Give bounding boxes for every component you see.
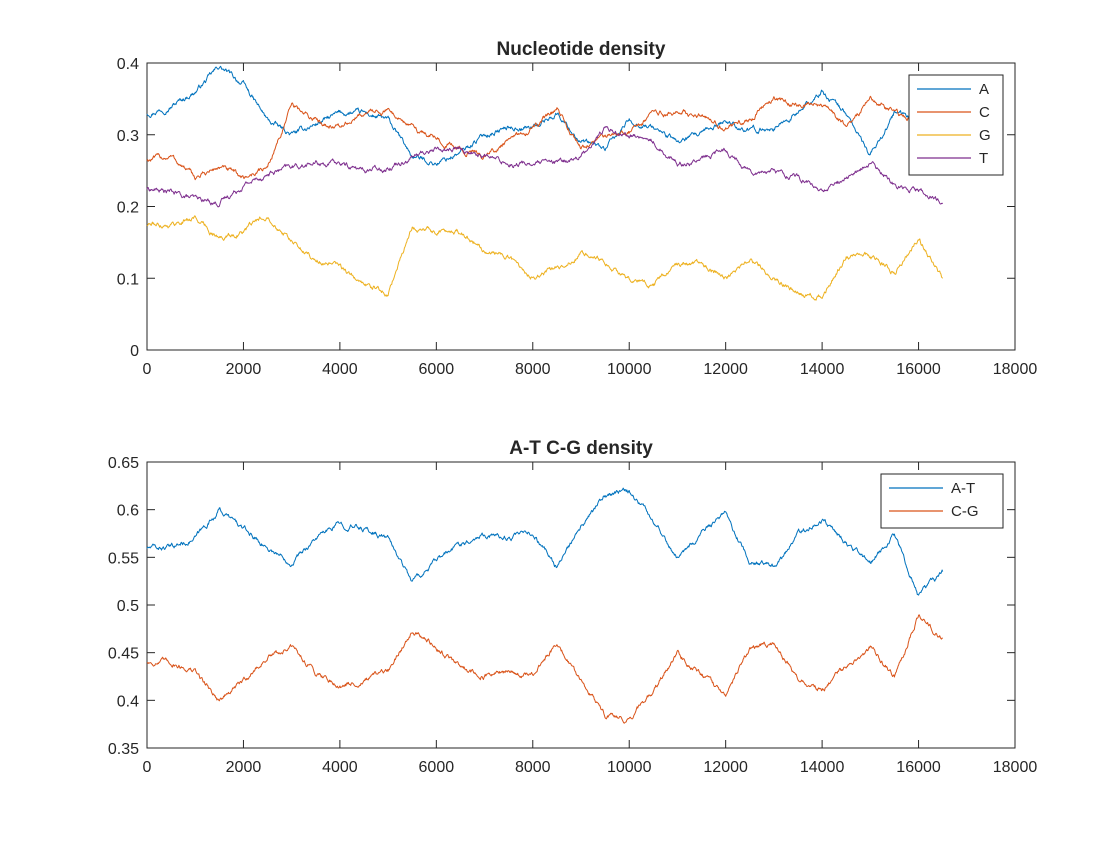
y-tick-label: 0.55 xyxy=(108,550,139,567)
y-tick-label: 0 xyxy=(130,343,139,360)
y-tick-label: 0.1 xyxy=(117,271,139,288)
x-tick-label: 14000 xyxy=(800,759,845,776)
y-tick-label: 0.4 xyxy=(117,693,139,710)
plot-area xyxy=(146,461,1016,749)
y-tick-label: 0.45 xyxy=(108,646,139,663)
x-tick-label: 10000 xyxy=(607,361,652,378)
y-tick-label: 0.3 xyxy=(117,128,139,145)
y-tick-label: 0.65 xyxy=(108,455,139,472)
x-tick-label: 0 xyxy=(143,759,152,776)
plot-area xyxy=(146,62,1016,351)
x-tick-label: 10000 xyxy=(607,759,652,776)
x-tick-label: 8000 xyxy=(515,361,551,378)
x-tick-label: 2000 xyxy=(226,759,262,776)
legend-label: C-G xyxy=(951,503,979,520)
y-tick-label: 0.5 xyxy=(117,598,139,615)
x-tick-label: 18000 xyxy=(993,759,1038,776)
series-line-t xyxy=(146,126,944,208)
x-tick-label: 4000 xyxy=(322,759,358,776)
series-line-c xyxy=(146,95,944,181)
x-tick-label: 16000 xyxy=(896,759,941,776)
chart-title: Nucleotide density xyxy=(497,39,666,60)
x-tick-label: 2000 xyxy=(226,361,262,378)
x-tick-label: 12000 xyxy=(703,759,748,776)
series-line-c-g xyxy=(146,614,943,724)
x-tick-label: 4000 xyxy=(322,361,358,378)
x-tick-label: 12000 xyxy=(703,361,748,378)
legend-label: T xyxy=(979,150,988,167)
legend-label: A xyxy=(979,81,989,98)
chart-title: A-T C-G density xyxy=(509,438,653,459)
x-tick-label: 8000 xyxy=(515,759,551,776)
y-tick-label: 0.6 xyxy=(117,503,139,520)
x-tick-label: 18000 xyxy=(993,361,1038,378)
axes-at-cg-density: A-T C-G density 0 2000 4000 6000 8000 10000 120… xyxy=(108,438,1037,776)
y-tick-label: 0.2 xyxy=(117,200,139,217)
series-line-a-t xyxy=(146,487,944,596)
x-tick-label: 16000 xyxy=(896,361,941,378)
legend: A-T C-G xyxy=(880,473,1004,529)
series-line-g xyxy=(146,215,944,301)
x-tick-label: 6000 xyxy=(419,361,455,378)
y-tick-label: 0.4 xyxy=(117,56,139,73)
x-tick-label: 0 xyxy=(143,361,152,378)
legend-label: G xyxy=(979,127,991,144)
legend-box xyxy=(880,473,1004,529)
axes-nucleotide-density: Nucleotide density 0 2000 4000 6000 8000 10000… xyxy=(117,39,1038,378)
y-tick-label: 0.35 xyxy=(108,741,139,758)
x-tick-label: 14000 xyxy=(800,361,845,378)
x-tick-label: 6000 xyxy=(419,759,455,776)
legend-label: A-T xyxy=(951,480,975,497)
legend-label: C xyxy=(979,104,990,121)
